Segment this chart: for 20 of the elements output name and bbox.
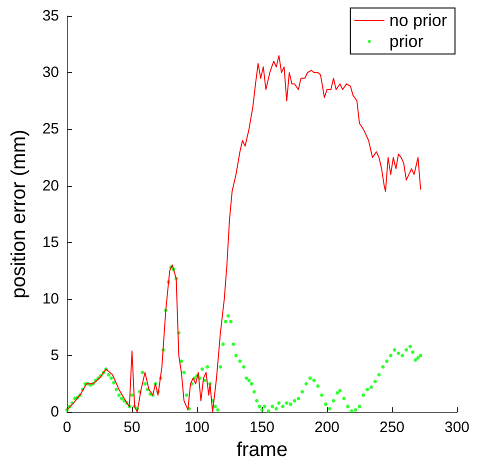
y-tick-label: 15 — [42, 234, 59, 251]
x-tick-label: 150 — [249, 419, 275, 436]
x-tick-label: 0 — [62, 419, 72, 436]
y-axis-title: position error (mm) — [8, 130, 30, 299]
y-tick-label: 10 — [42, 290, 59, 308]
legend-label: no prior — [389, 11, 448, 30]
y-tick-label: 20 — [42, 177, 59, 194]
x-tick-label: 200 — [314, 419, 340, 436]
y-tick-label: 35 — [42, 8, 59, 24]
y-tick-label: 30 — [42, 64, 59, 82]
x-tick-label: 50 — [124, 419, 140, 436]
x-tick-label: 250 — [379, 419, 405, 436]
y-tick-label: 5 — [50, 347, 59, 364]
line-series — [66, 55, 422, 413]
y-tick-label: 0 — [50, 404, 59, 421]
y-tick-label: 25 — [42, 120, 59, 138]
legend-label: prior — [389, 32, 424, 51]
x-axis-title: frame — [236, 439, 288, 461]
x-tick-label: 100 — [184, 419, 210, 436]
x-tick-label: 300 — [444, 419, 470, 436]
